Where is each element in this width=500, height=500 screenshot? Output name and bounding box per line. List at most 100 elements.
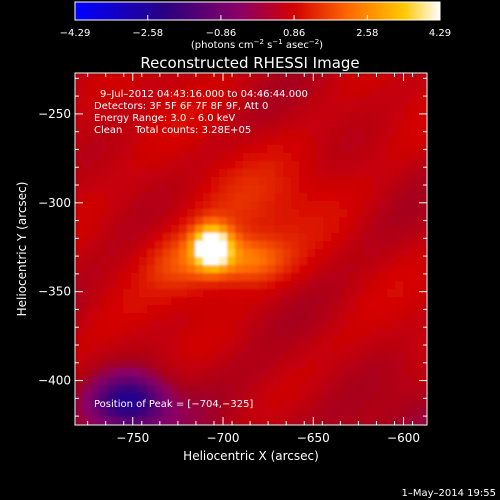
heatmap-cell	[211, 153, 220, 162]
heatmap-cell	[91, 345, 100, 354]
heatmap-cell	[139, 401, 148, 410]
heatmap-cell	[363, 281, 372, 290]
heatmap-cell	[275, 305, 284, 314]
heatmap-cell	[251, 153, 260, 162]
heatmap-cell	[283, 257, 292, 266]
heatmap-cell	[131, 241, 140, 250]
heatmap-cell	[227, 153, 236, 162]
heatmap-cell	[275, 313, 284, 322]
heatmap-cell	[179, 233, 188, 242]
heatmap-cell	[299, 353, 308, 362]
heatmap-cell	[243, 81, 252, 90]
heatmap-cell	[251, 377, 260, 386]
heatmap-cell	[99, 401, 108, 410]
heatmap-cell	[251, 313, 260, 322]
heatmap-cell	[395, 105, 404, 114]
heatmap-cell	[275, 393, 284, 402]
heatmap-cell	[179, 345, 188, 354]
heatmap-cell	[251, 201, 260, 210]
heatmap-cell	[131, 369, 140, 378]
heatmap-cell	[203, 233, 212, 242]
heatmap-cell	[395, 313, 404, 322]
heatmap-cell	[403, 401, 412, 410]
heatmap-cell	[387, 97, 396, 106]
heatmap-cell	[331, 273, 340, 282]
heatmap-cell	[259, 217, 268, 226]
heatmap-cell	[187, 345, 196, 354]
heatmap-cell	[299, 209, 308, 218]
heatmap-cell	[259, 345, 268, 354]
heatmap-cell	[347, 401, 356, 410]
heatmap-cell	[163, 305, 172, 314]
y-axis-label: Heliocentric Y (arcsec)	[15, 182, 29, 317]
heatmap-cell	[371, 361, 380, 370]
heatmap-cell	[107, 169, 116, 178]
heatmap-cell	[315, 177, 324, 186]
heatmap-cell	[227, 273, 236, 282]
heatmap-cell	[99, 329, 108, 338]
heatmap-cell	[115, 225, 124, 234]
heatmap-cell	[163, 113, 172, 122]
heatmap-cell	[363, 193, 372, 202]
heatmap-cell	[307, 177, 316, 186]
heatmap-cell	[299, 89, 308, 98]
heatmap-cell	[387, 201, 396, 210]
heatmap-cell	[387, 113, 396, 122]
heatmap-cell	[251, 185, 260, 194]
heatmap-cell	[411, 361, 420, 370]
heatmap-cell	[115, 289, 124, 298]
colorbar-tick-label: 4.29	[429, 28, 451, 39]
heatmap-cell	[403, 385, 412, 394]
heatmap-cell	[131, 97, 140, 106]
heatmap-cell	[379, 161, 388, 170]
heatmap-cell	[99, 169, 108, 178]
heatmap-cell	[203, 321, 212, 330]
heatmap-cell	[99, 113, 108, 122]
heatmap-cell	[371, 305, 380, 314]
heatmap-cell	[219, 233, 228, 242]
heatmap-cell	[395, 265, 404, 274]
heatmap-cell	[211, 321, 220, 330]
heatmap-cell	[99, 297, 108, 306]
heatmap-cell	[107, 185, 116, 194]
heatmap-cell	[339, 225, 348, 234]
heatmap-cell	[347, 369, 356, 378]
heatmap-cell	[267, 153, 276, 162]
heatmap-cell	[307, 73, 316, 82]
heatmap-cell	[267, 401, 276, 410]
heatmap-cell	[123, 409, 132, 418]
heatmap-cell	[379, 393, 388, 402]
heatmap-cell	[411, 137, 420, 146]
heatmap-cell	[91, 153, 100, 162]
heatmap-cell	[139, 225, 148, 234]
heatmap-cell	[179, 89, 188, 98]
heatmap-cell	[259, 337, 268, 346]
heatmap-cell	[363, 169, 372, 178]
heatmap-cell	[411, 233, 420, 242]
heatmap-cell	[291, 337, 300, 346]
heatmap-cell	[339, 241, 348, 250]
heatmap-cell	[371, 417, 380, 425]
heatmap-cell	[387, 345, 396, 354]
heatmap-cell	[299, 401, 308, 410]
heatmap-cell	[155, 369, 164, 378]
heatmap-cell	[323, 313, 332, 322]
heatmap-cell	[363, 137, 372, 146]
heatmap-cell	[163, 193, 172, 202]
heatmap-cell	[83, 385, 92, 394]
heatmap-cell	[171, 97, 180, 106]
heatmap-cell	[403, 169, 412, 178]
heatmap-cell	[227, 177, 236, 186]
heatmap-cell	[163, 121, 172, 130]
heatmap-cell	[227, 345, 236, 354]
heatmap-cell	[331, 385, 340, 394]
heatmap-cell	[219, 265, 228, 274]
heatmap-cell	[323, 113, 332, 122]
heatmap-cell	[371, 281, 380, 290]
heatmap-cell	[163, 329, 172, 338]
heatmap-cell	[275, 105, 284, 114]
heatmap-cell	[107, 353, 116, 362]
heatmap-cell	[75, 297, 84, 306]
heatmap-cell	[395, 337, 404, 346]
heatmap-cell	[203, 217, 212, 226]
